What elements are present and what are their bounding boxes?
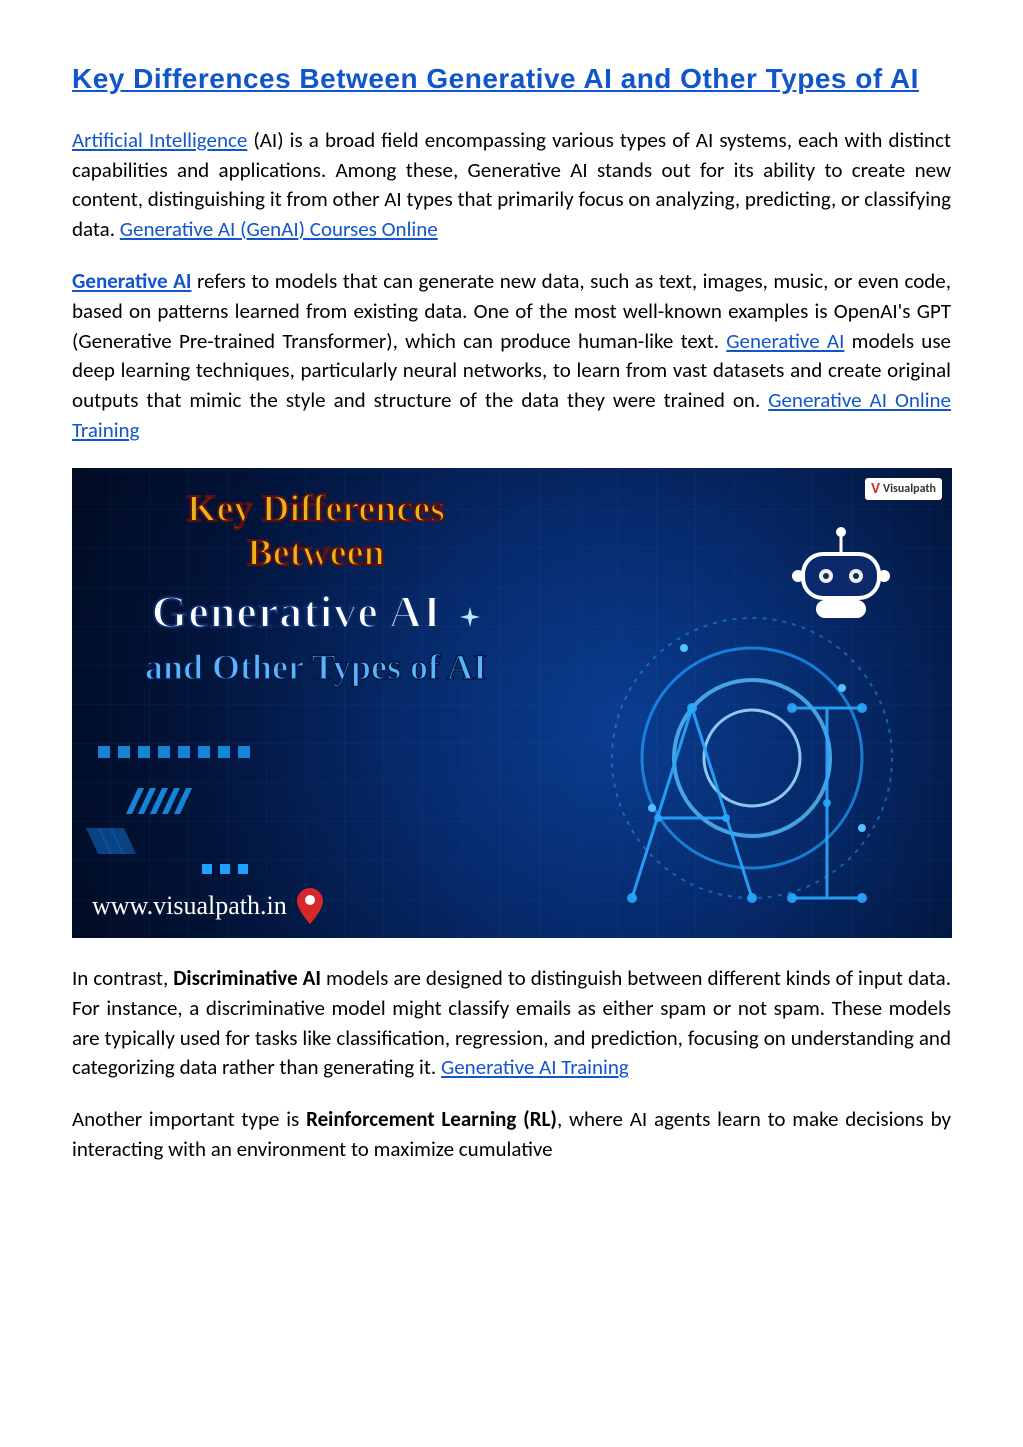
generative-ai-paragraph: Generative AI refers to models that can … [72,267,951,446]
headline-genai-text: Generative AI [152,586,442,637]
deco-squares [98,746,250,758]
hero-infographic: VVisualpath Key Differences Between Gene… [72,468,952,938]
deco-slashes [126,788,192,814]
link-artificial-intelligence[interactable]: Artificial Intelligence [72,127,247,153]
map-pin-icon [297,888,323,924]
page-title: Key Differences Between Generative AI an… [72,60,951,98]
link-generative-ai[interactable]: Generative AI [726,328,844,354]
infographic-headline: Key Differences Between Generative AI an… [106,488,526,688]
disc-text-1: In contrast, [72,965,173,991]
badge-v-icon: V [871,480,880,498]
discriminative-ai-paragraph: In contrast, Discriminative AI models ar… [72,964,951,1083]
deco-dots [202,864,248,874]
headline-line-genai: Generative AI [106,585,526,638]
badge-label: Visualpath [883,482,936,496]
reinforcement-learning-bold: Reinforcement Learning (RL) [306,1106,557,1132]
ai-letters-icon [612,678,912,918]
visualpath-badge: VVisualpath [865,478,942,500]
link-genai-training[interactable]: Generative AI Training [441,1054,629,1080]
deco-chevrons [86,828,134,854]
intro-paragraph: Artificial Intelligence (AI) is a broad … [72,126,951,245]
headline-line-other: and Other Types of AI [106,646,526,688]
headline-line-1: Key Differences [106,488,526,532]
sparkle-icon [460,607,480,627]
url-text: www.visualpath.in [92,891,287,921]
robot-icon [786,524,896,624]
link-genai-courses[interactable]: Generative AI (GenAI) Courses Online [120,216,438,242]
discriminative-ai-bold: Discriminative AI [173,965,321,991]
reinforcement-learning-paragraph: Another important type is Reinforcement … [72,1105,951,1165]
rl-text-1: Another important type is [72,1106,306,1132]
headline-line-2: Between [106,532,526,576]
infographic-url: www.visualpath.in [92,888,323,924]
link-generative-ai-bold[interactable]: Generative AI [72,268,191,294]
